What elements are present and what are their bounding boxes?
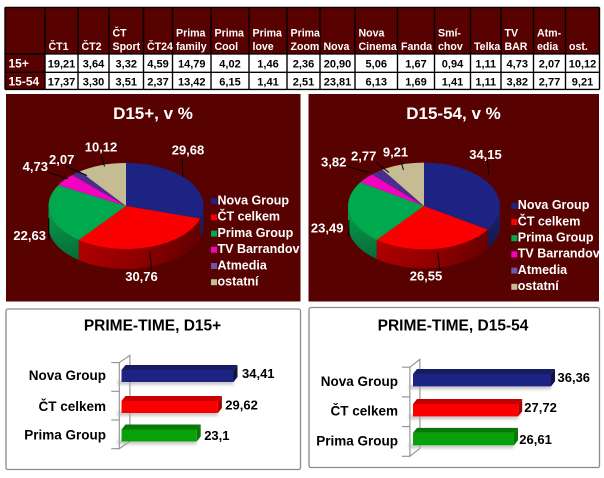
- svg-text:1,67: 1,67: [405, 59, 426, 71]
- svg-text:4,59: 4,59: [147, 59, 168, 71]
- svg-text:Prima Group: Prima Group: [518, 231, 594, 245]
- svg-text:2,51: 2,51: [293, 76, 314, 88]
- svg-text:1,41: 1,41: [442, 76, 463, 88]
- svg-text:Prima: Prima: [253, 27, 283, 39]
- svg-text:Nova: Nova: [324, 41, 350, 53]
- svg-text:30,76: 30,76: [125, 269, 158, 284]
- svg-text:26,55: 26,55: [410, 269, 443, 284]
- svg-text:Atm-: Atm-: [537, 27, 562, 39]
- svg-text:D15+, v %: D15+, v %: [113, 104, 193, 123]
- svg-text:4,02: 4,02: [219, 59, 240, 71]
- svg-text:Telka: Telka: [474, 41, 500, 53]
- svg-text:ostatní: ostatní: [518, 279, 560, 293]
- svg-text:Sport: Sport: [113, 41, 141, 53]
- svg-text:5,06: 5,06: [366, 59, 387, 71]
- svg-text:2,77: 2,77: [351, 149, 376, 164]
- svg-text:2,37: 2,37: [147, 76, 168, 88]
- svg-text:chov: chov: [438, 41, 463, 53]
- svg-text:ČT celkem: ČT celkem: [330, 404, 398, 419]
- svg-text:3,51: 3,51: [116, 76, 137, 88]
- svg-text:ost.: ost.: [569, 41, 588, 53]
- svg-text:Zoom: Zoom: [291, 41, 320, 53]
- svg-text:2,07: 2,07: [539, 59, 560, 71]
- svg-text:PRIME-TIME, D15-54: PRIME-TIME, D15-54: [378, 318, 529, 335]
- svg-text:23,49: 23,49: [311, 221, 344, 236]
- svg-text:family: family: [176, 41, 207, 53]
- svg-text:1,46: 1,46: [257, 59, 278, 71]
- svg-text:D15-54, v %: D15-54, v %: [406, 104, 501, 123]
- svg-text:ČT celkem: ČT celkem: [518, 213, 581, 228]
- svg-text:Prima: Prima: [176, 27, 206, 39]
- svg-text:3,32: 3,32: [116, 59, 137, 71]
- svg-text:BAR: BAR: [505, 41, 528, 53]
- svg-text:Nova: Nova: [359, 27, 385, 39]
- svg-text:Cinema: Cinema: [359, 41, 397, 53]
- svg-text:edia: edia: [537, 41, 558, 53]
- svg-text:Fanda: Fanda: [401, 41, 432, 53]
- svg-text:3,82: 3,82: [321, 155, 346, 170]
- svg-text:1,69: 1,69: [405, 76, 426, 88]
- svg-text:Prima: Prima: [291, 27, 321, 39]
- svg-text:Prima: Prima: [215, 27, 245, 39]
- svg-text:Prima Group: Prima Group: [316, 433, 398, 448]
- svg-text:2,07: 2,07: [49, 152, 74, 167]
- svg-text:22,63: 22,63: [13, 228, 46, 243]
- svg-text:15+: 15+: [9, 57, 29, 71]
- svg-text:ČT celkem: ČT celkem: [218, 209, 281, 224]
- svg-text:Nova Group: Nova Group: [518, 198, 590, 212]
- svg-text:PRIME-TIME, D15+: PRIME-TIME, D15+: [84, 318, 221, 335]
- svg-text:Prima Group: Prima Group: [218, 226, 294, 240]
- svg-text:ČT celkem: ČT celkem: [38, 399, 106, 414]
- svg-text:10,12: 10,12: [85, 140, 118, 155]
- svg-text:6,13: 6,13: [366, 76, 387, 88]
- svg-text:36,36: 36,36: [558, 370, 591, 385]
- svg-text:4,73: 4,73: [507, 59, 528, 71]
- svg-text:ČT1: ČT1: [49, 40, 69, 53]
- svg-text:2,77: 2,77: [539, 76, 560, 88]
- svg-text:3,64: 3,64: [83, 59, 105, 71]
- svg-text:TV Barrandov: TV Barrandov: [518, 247, 600, 261]
- svg-text:26,61: 26,61: [519, 432, 552, 447]
- svg-text:Prima Group: Prima Group: [24, 428, 106, 443]
- svg-text:TV Barrandov: TV Barrandov: [218, 242, 300, 256]
- svg-text:27,72: 27,72: [524, 400, 557, 415]
- svg-text:ČT2: ČT2: [82, 40, 102, 53]
- svg-text:4,73: 4,73: [23, 159, 48, 174]
- svg-text:9,21: 9,21: [383, 145, 408, 160]
- svg-text:17,37: 17,37: [48, 76, 76, 88]
- svg-text:Atmedia: Atmedia: [518, 263, 568, 277]
- svg-text:ostatní: ostatní: [218, 275, 260, 289]
- svg-text:Cool: Cool: [215, 41, 239, 53]
- svg-text:Atmedia: Atmedia: [218, 258, 268, 272]
- svg-text:1,11: 1,11: [475, 59, 496, 71]
- svg-text:14,79: 14,79: [178, 59, 206, 71]
- svg-text:TV: TV: [505, 27, 519, 39]
- svg-text:ČT24: ČT24: [147, 40, 173, 53]
- svg-text:3,82: 3,82: [507, 76, 528, 88]
- svg-text:19,21: 19,21: [48, 59, 76, 71]
- svg-text:0,94: 0,94: [442, 59, 464, 71]
- svg-text:34,15: 34,15: [469, 147, 502, 162]
- svg-text:love: love: [253, 41, 274, 53]
- svg-text:10,12: 10,12: [569, 59, 597, 71]
- svg-text:23,81: 23,81: [324, 76, 352, 88]
- svg-text:ČT: ČT: [113, 26, 128, 39]
- svg-text:Smí-: Smí-: [438, 27, 461, 39]
- svg-text:1,11: 1,11: [475, 76, 496, 88]
- svg-text:13,42: 13,42: [178, 76, 206, 88]
- svg-text:29,62: 29,62: [225, 397, 258, 412]
- svg-text:23,1: 23,1: [204, 428, 229, 443]
- svg-text:Nova Group: Nova Group: [29, 368, 106, 383]
- svg-text:29,68: 29,68: [172, 143, 205, 158]
- svg-text:Nova Group: Nova Group: [218, 194, 290, 208]
- svg-text:Nova Group: Nova Group: [321, 374, 398, 389]
- svg-text:15-54: 15-54: [9, 74, 40, 88]
- svg-text:3,30: 3,30: [83, 76, 104, 88]
- svg-text:34,41: 34,41: [242, 366, 275, 381]
- svg-text:20,90: 20,90: [324, 59, 352, 71]
- svg-text:1,41: 1,41: [257, 76, 278, 88]
- svg-text:6,15: 6,15: [219, 76, 240, 88]
- svg-text:2,36: 2,36: [293, 59, 314, 71]
- svg-text:9,21: 9,21: [572, 76, 593, 88]
